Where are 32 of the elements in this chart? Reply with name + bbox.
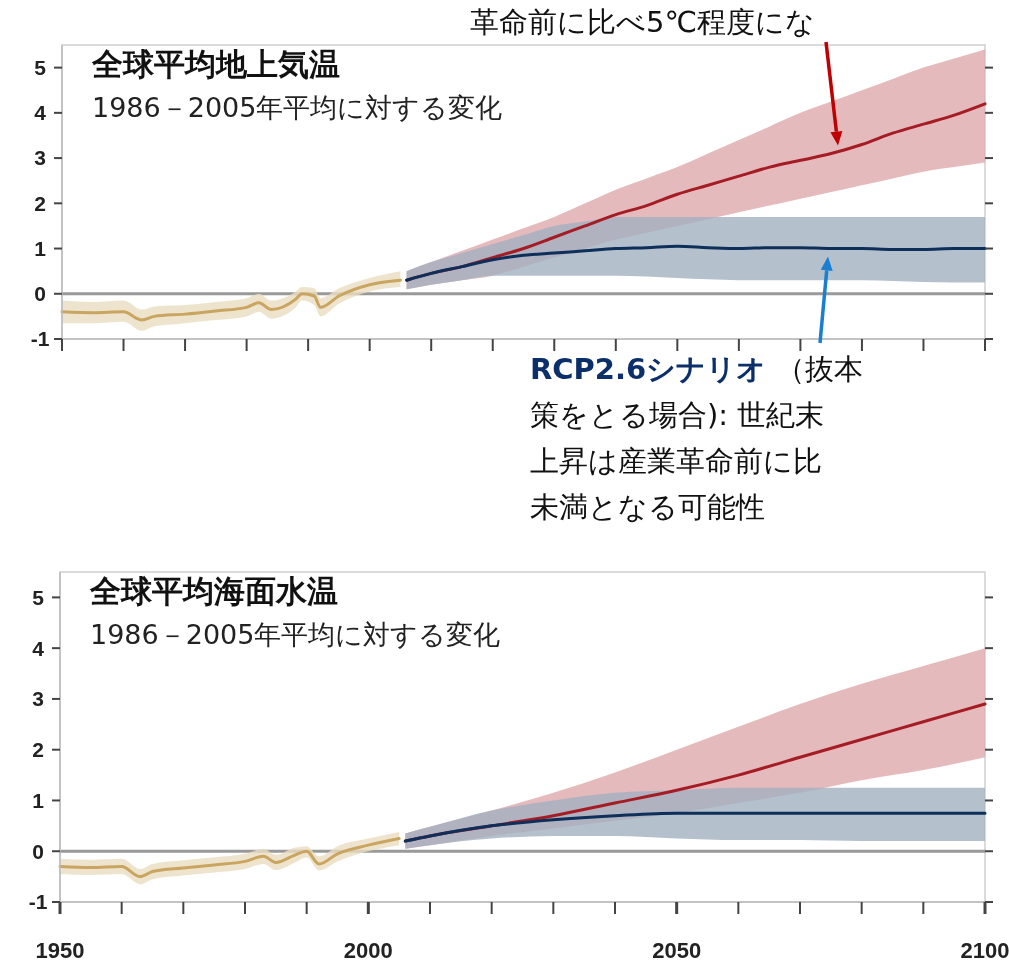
text: RCP2.6シナリオ bbox=[530, 352, 767, 386]
line-series bbox=[405, 244, 987, 282]
chart-title: 全球平均地上気温 bbox=[91, 46, 340, 82]
text: 1986－2005年平均に対する変化 bbox=[90, 619, 501, 650]
text: 上昇は産業革命前に比 bbox=[530, 444, 822, 478]
y-tick-label: -1 bbox=[30, 327, 50, 351]
line-series bbox=[403, 811, 987, 843]
x-tick-label: 2000 bbox=[343, 938, 393, 963]
text: 革命前に比べ5℃程度にな bbox=[470, 5, 816, 39]
x-tick-label: 2050 bbox=[652, 938, 702, 963]
chart-title: 全球平均海面水温 bbox=[89, 573, 338, 609]
text: （抜本 bbox=[776, 352, 864, 386]
text: 未満となる可能性 bbox=[530, 490, 765, 524]
y-tick-label: 4 bbox=[34, 101, 47, 125]
y-tick-label: 2 bbox=[34, 191, 46, 215]
y-tick-label: 0 bbox=[34, 282, 46, 306]
y-tick-label: 3 bbox=[34, 146, 46, 170]
y-tick-label: 1 bbox=[34, 236, 47, 260]
y-tick-label: 3 bbox=[32, 687, 44, 711]
y-tick-label: 5 bbox=[34, 55, 47, 79]
y-tick-label: 2 bbox=[32, 738, 44, 762]
x-tick-label: 2100 bbox=[960, 938, 1009, 963]
y-tick-label: 4 bbox=[32, 636, 45, 660]
y-tick-label: 5 bbox=[32, 585, 45, 609]
x-tick-label: 1950 bbox=[35, 938, 85, 963]
y-tick-label: -1 bbox=[28, 890, 48, 914]
line-series bbox=[60, 278, 402, 322]
y-tick-label: 0 bbox=[32, 839, 44, 863]
line-series bbox=[58, 837, 401, 879]
text: 1986－2005年平均に対する変化 bbox=[92, 92, 503, 123]
text: 策をとる場合): 世紀末 bbox=[530, 398, 825, 432]
y-tick-label: 1 bbox=[32, 788, 45, 812]
